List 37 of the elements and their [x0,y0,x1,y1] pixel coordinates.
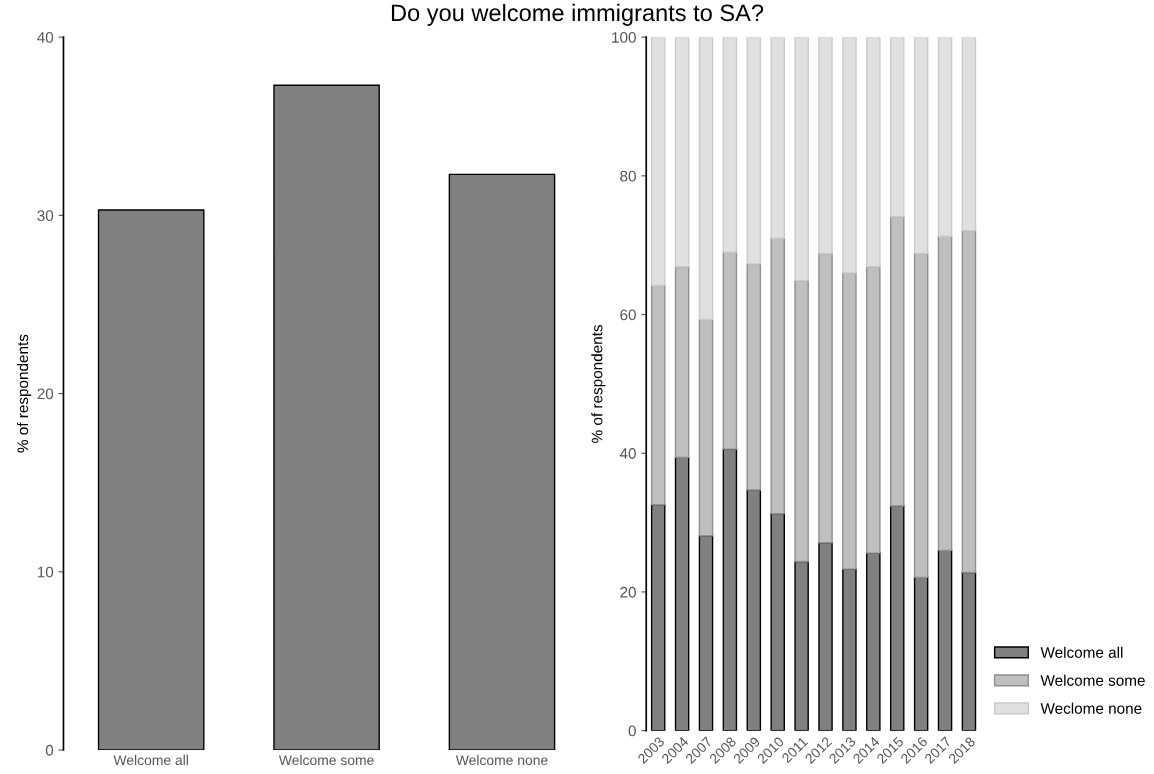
bar [818,542,833,731]
bar [448,173,556,751]
y-tick-label: 0 [628,725,636,737]
legend-label: Welcome all [1040,646,1123,658]
x-tick-label: Welcome none [455,754,548,766]
y-axis-title: % of respondents [591,325,606,443]
bar [674,456,690,731]
y-tick-label: 40 [37,32,54,43]
bar [746,489,762,731]
y-tick-label: 20 [620,586,636,598]
y-axis-title: % of respondents [16,334,32,453]
bar [794,560,809,731]
bar [722,448,738,731]
y-tick-label: 0 [45,744,54,756]
y-tick-label: 60 [620,309,636,321]
bar [698,535,714,731]
bar [650,503,666,731]
bar [97,209,205,751]
legend-label: Weclome none [1040,702,1142,714]
bar [937,549,953,731]
y-tick-label: 10 [37,566,54,578]
legend-label: Welcome some [1040,674,1145,686]
chart-title: Do you welcome immigrants to SA? [391,3,764,26]
y-tick-label: 80 [620,170,636,182]
y-tick-label: 100 [612,32,636,43]
y-tick-label: 20 [37,388,54,400]
bar [913,576,929,731]
bar [961,571,977,731]
x-tick-label: Welcome all [113,754,188,766]
y-tick-label: 30 [37,210,54,222]
bar [842,568,857,731]
x-tick-label: Welcome some [278,754,374,766]
bar [770,512,785,731]
y-tick-label: 40 [619,448,636,459]
bar [866,552,881,731]
bar [273,84,380,751]
bar [889,505,905,731]
